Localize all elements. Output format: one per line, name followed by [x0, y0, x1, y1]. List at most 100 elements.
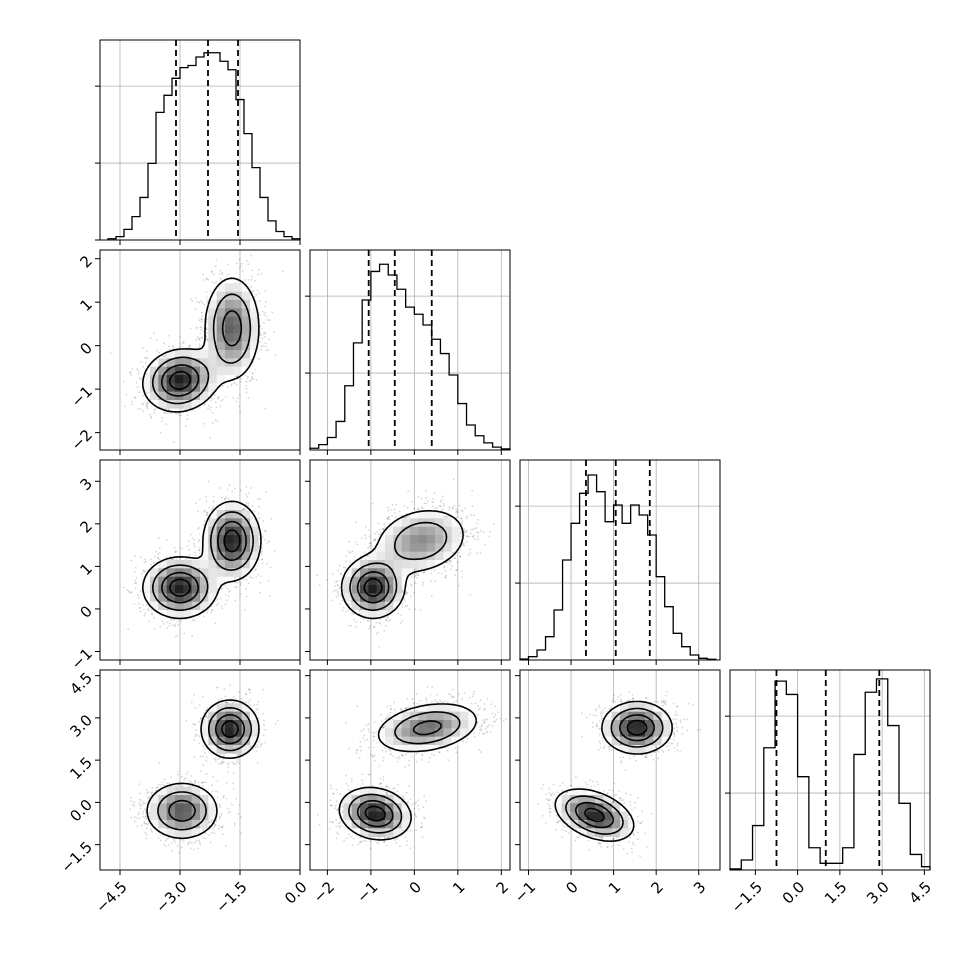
scatter-point	[267, 349, 270, 352]
scatter-point	[164, 356, 167, 358]
scatter-point	[239, 593, 242, 595]
scatter-point	[212, 500, 215, 503]
scatter-point	[265, 491, 267, 493]
scatter-point	[152, 562, 155, 564]
scatter-point	[198, 526, 201, 529]
scatter-point	[174, 625, 177, 628]
scatter-point	[252, 372, 255, 375]
density-cell	[208, 308, 217, 317]
density-cell	[150, 358, 159, 367]
density-cell	[166, 391, 176, 401]
scatter-point	[127, 590, 130, 592]
scatter-point	[136, 368, 138, 370]
scatter-point	[206, 278, 209, 280]
scatter-point	[147, 608, 150, 610]
scatter-point	[193, 554, 196, 556]
scatter-point	[146, 604, 148, 606]
scatter-point	[220, 597, 222, 600]
scatter-point	[219, 273, 221, 275]
scatter-point	[205, 513, 208, 516]
scatter-point	[202, 273, 205, 276]
scatter-point	[205, 335, 208, 338]
density-cell	[241, 300, 251, 309]
scatter-point	[224, 496, 227, 499]
scatter-point	[224, 395, 227, 398]
scatter-point	[144, 356, 147, 359]
density-cell	[183, 366, 192, 376]
scatter-point	[211, 609, 213, 612]
scatter-point	[146, 407, 149, 410]
density-cell	[216, 283, 226, 292]
scatter-point	[142, 410, 145, 413]
scatter-point	[135, 582, 138, 585]
scatter-point	[246, 496, 249, 498]
scatter-point	[200, 326, 203, 329]
scatter-point	[265, 315, 268, 318]
scatter-point	[133, 571, 136, 573]
scatter-point	[251, 505, 254, 507]
scatter-point	[264, 336, 266, 338]
scatter-point	[234, 577, 237, 580]
scatter-point	[177, 624, 180, 626]
scatter-point	[220, 279, 223, 282]
density-cell	[208, 341, 217, 351]
scatter-point	[206, 338, 209, 341]
scatter-point	[137, 369, 140, 372]
scatter-point	[240, 378, 243, 380]
density-cell	[208, 358, 217, 367]
scatter-point	[163, 412, 166, 415]
scatter-point	[261, 344, 264, 347]
scatter-point	[134, 582, 137, 585]
scatter-point	[203, 303, 206, 306]
density-cell	[208, 300, 217, 309]
density-cell	[208, 383, 217, 392]
contour-line	[168, 370, 192, 390]
density-cell	[208, 325, 217, 334]
density-cell	[241, 291, 251, 301]
scatter-point	[261, 536, 264, 539]
scatter-point	[201, 336, 204, 339]
scatter-point	[164, 411, 166, 414]
scatter-point	[145, 357, 147, 359]
scatter-point	[210, 281, 213, 283]
scatter-point	[249, 487, 252, 489]
scatter-point	[243, 507, 246, 510]
scatter-point	[214, 401, 217, 403]
scatter-point	[234, 600, 237, 602]
scatter-point	[197, 510, 199, 513]
density-cell	[250, 300, 259, 309]
density-cell	[150, 366, 159, 376]
scatter-point	[173, 618, 175, 621]
density-cell	[150, 383, 159, 392]
scatter-point	[197, 540, 200, 543]
histogram-p3	[725, 669, 931, 875]
density-cell	[250, 308, 259, 317]
density-cell	[191, 358, 201, 367]
scatter-point	[221, 607, 224, 610]
scatter-point	[198, 549, 200, 552]
scatter-point	[141, 403, 144, 406]
scatter-point	[198, 319, 201, 322]
scatter-point	[161, 620, 164, 623]
scatter-point	[172, 558, 174, 561]
scatter-point	[198, 301, 201, 304]
scatter-point	[205, 328, 208, 331]
scatter-point	[243, 578, 245, 580]
scatter-point	[221, 385, 224, 388]
scatter-point	[266, 541, 269, 544]
density-cell	[216, 291, 226, 301]
scatter-point	[224, 585, 227, 588]
scatter-point	[250, 516, 253, 519]
scatter-point	[247, 263, 250, 266]
scatter-point	[144, 612, 147, 615]
scatter-point	[261, 345, 263, 348]
scatter-point	[151, 612, 153, 615]
density-cell	[175, 358, 184, 367]
density-cell	[233, 283, 242, 292]
scatter-point	[174, 635, 177, 638]
scatter-point	[165, 556, 168, 559]
scatter-point	[195, 297, 197, 300]
density-cell	[233, 350, 242, 359]
scatter-point	[216, 420, 219, 422]
